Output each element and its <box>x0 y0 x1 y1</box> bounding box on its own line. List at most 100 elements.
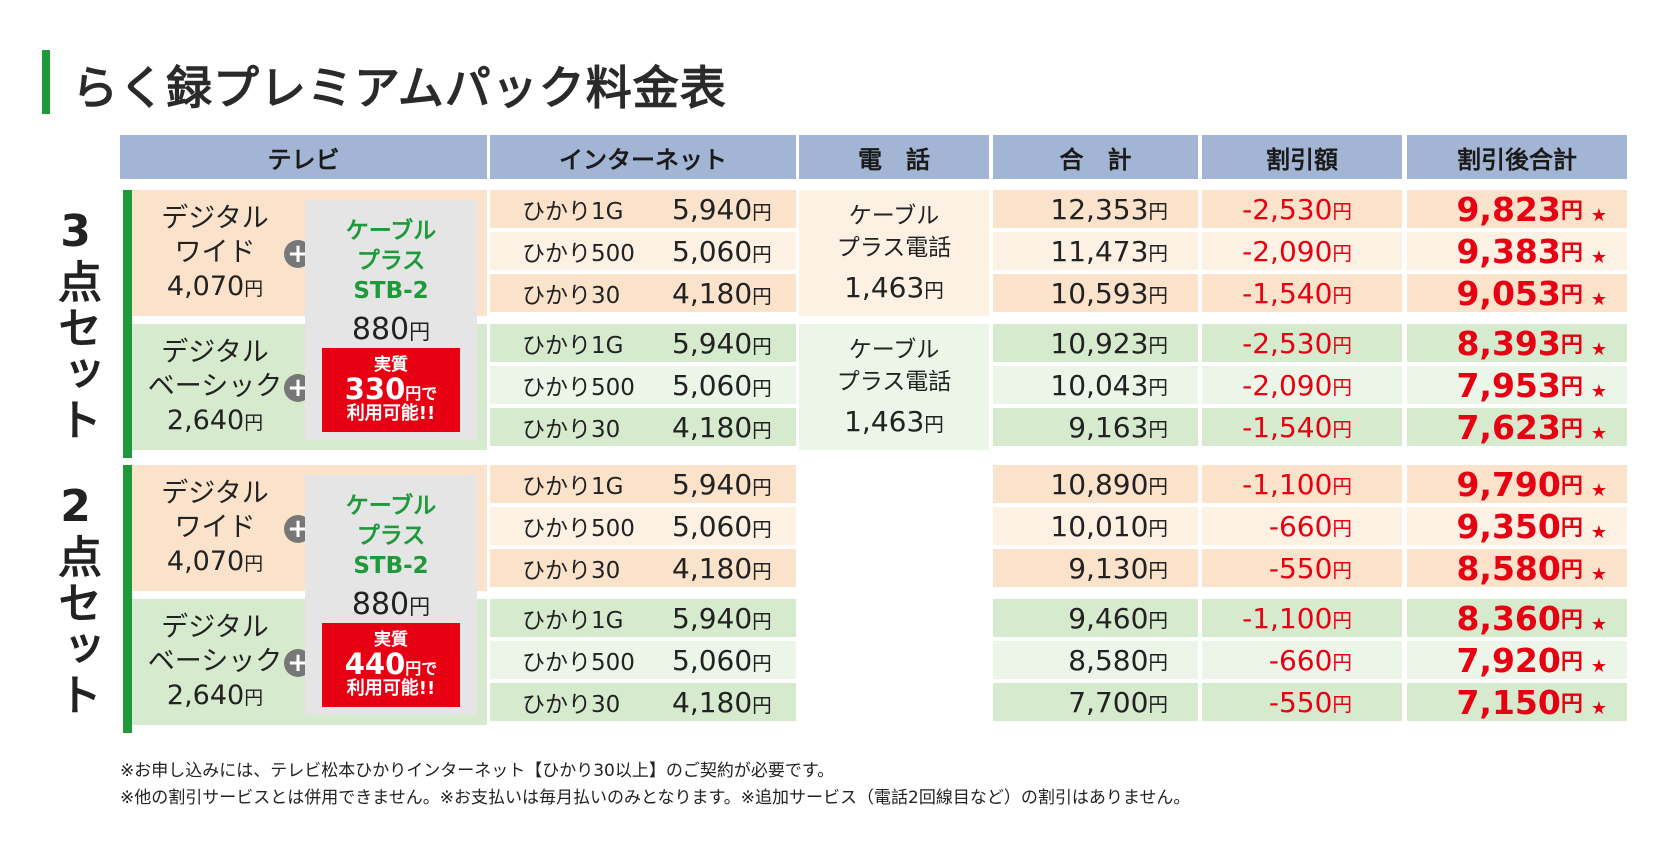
phone-price-value: 1,463 <box>844 404 925 438</box>
final-total-value: 9,350 <box>1456 506 1561 546</box>
yen-unit: 円 <box>1332 692 1352 716</box>
yen-unit: 円 <box>1332 474 1352 498</box>
yen-unit: 円 <box>752 242 772 266</box>
yen-unit: 円 <box>244 412 264 434</box>
total-cell: 10,890 円 <box>993 465 1198 503</box>
yen-unit: 円 <box>752 517 772 541</box>
yen-unit: 円 <box>1560 558 1583 583</box>
internet-price-value: 4,180 <box>672 685 753 719</box>
phone-plan-name-line1: ケーブル <box>848 202 940 229</box>
tv-plan-name-line1: デジタル <box>161 203 269 234</box>
final-total-cell: 8,580 円 ★ <box>1407 549 1627 588</box>
discount-value: -660 <box>1268 643 1333 677</box>
internet-price-value: 4,180 <box>672 551 753 585</box>
internet-plan-name: ひかり1G <box>522 474 624 500</box>
final-total-cell: 7,623 円 ★ <box>1407 408 1627 447</box>
final-total-value: 7,953 <box>1456 365 1561 405</box>
star-icon: ★ <box>1590 697 1607 719</box>
header-discount: 割引額 <box>1202 135 1402 179</box>
total-value: 7,700 <box>1068 685 1149 719</box>
discount-cell: -1,100 円 <box>1202 599 1402 637</box>
tv-plan-name-line1: デジタル <box>161 612 269 643</box>
final-total-value: 7,150 <box>1456 682 1561 722</box>
internet-plan-name: ひかり30 <box>522 692 621 718</box>
tv-plan-name-line1: デジタル <box>161 337 269 368</box>
internet-price-value: 4,180 <box>672 276 753 310</box>
internet-cell: ひかり500 5,060円 <box>490 507 796 545</box>
discount-value: -2,530 <box>1242 326 1333 360</box>
discount-cell: -660 円 <box>1202 507 1402 545</box>
star-icon: ★ <box>1590 204 1607 226</box>
stb-price: 880円 <box>352 312 430 347</box>
final-total-value: 9,053 <box>1456 273 1561 313</box>
group-label: 3点セット <box>50 205 101 443</box>
star-icon: ★ <box>1590 380 1607 402</box>
stb-name: ケーブル プラス STB-2 <box>345 218 437 304</box>
internet-plan-name: ひかり1G <box>522 608 624 634</box>
discount-value: -550 <box>1268 551 1333 585</box>
tv-plan-price: 2,640円 <box>167 404 263 440</box>
header-internet: インターネット <box>490 135 796 179</box>
yen-unit: 円 <box>1148 199 1168 223</box>
yen-unit: 円 <box>1560 283 1583 308</box>
discount-value: -550 <box>1268 685 1333 719</box>
internet-cell: ひかり30 4,180円 <box>490 408 796 446</box>
yen-unit: 円 <box>1148 241 1168 265</box>
internet-plan-price: 5,940円 <box>672 468 772 501</box>
internet-cell: ひかり500 5,060円 <box>490 366 796 404</box>
badge-label: 実質 <box>374 630 408 650</box>
internet-plan-name: ひかり500 <box>522 650 635 676</box>
tv-plan: デジタル ベーシック 2,640円 <box>140 332 290 444</box>
tv-plan-name-line2: ベーシック <box>147 371 283 402</box>
badge-amount-value: 330 <box>344 372 406 406</box>
internet-cell: ひかり500 5,060円 <box>490 641 796 679</box>
yen-unit: 円 <box>752 693 772 717</box>
star-icon: ★ <box>1590 563 1607 585</box>
discount-value: -660 <box>1268 509 1333 543</box>
total-cell: 10,043 円 <box>993 366 1198 404</box>
yen-unit: 円 <box>409 320 431 344</box>
internet-plan-price: 5,940円 <box>672 327 772 360</box>
total-cell: 9,163 円 <box>993 408 1198 446</box>
total-cell: 7,700 円 <box>993 683 1198 721</box>
discount-cell: -1,100 円 <box>1202 465 1402 503</box>
yen-unit: 円 <box>1560 474 1583 499</box>
yen-unit: 円 <box>752 200 772 224</box>
yen-unit: 円 <box>1148 474 1168 498</box>
yen-unit: 円 <box>1332 516 1352 540</box>
yen-unit: 円 <box>1148 417 1168 441</box>
yen-unit: 円 <box>1560 650 1583 675</box>
tv-price-value: 4,070 <box>166 546 245 577</box>
tv-plan-name-line2: ベーシック <box>147 646 283 677</box>
phone-plan-name-line2: プラス電話 <box>836 234 952 261</box>
internet-plan-price: 5,060円 <box>672 235 772 268</box>
internet-plan-price: 4,180円 <box>672 686 772 719</box>
final-total-cell: 8,360 円 ★ <box>1407 599 1627 638</box>
yen-unit: 円 <box>1332 375 1352 399</box>
total-cell: 10,923 円 <box>993 324 1198 362</box>
internet-plan-price: 5,060円 <box>672 644 772 677</box>
final-total-value: 9,823 <box>1456 189 1561 229</box>
internet-plan-name: ひかり500 <box>522 516 635 542</box>
yen-unit: 円 <box>1560 241 1583 266</box>
final-total-value: 7,920 <box>1456 640 1561 680</box>
internet-price-value: 4,180 <box>672 410 753 444</box>
note-line-1: ※お申し込みには、テレビ松本ひかりインターネット【ひかり30以上】のご契約が必要… <box>120 761 835 781</box>
discount-cell: -2,530 円 <box>1202 324 1402 362</box>
internet-price-value: 5,060 <box>672 234 753 268</box>
internet-cell: ひかり1G 5,940円 <box>490 465 796 503</box>
tv-price-value: 2,640 <box>166 680 245 711</box>
phone-price-value: 1,463 <box>844 270 925 304</box>
tv-plan-price: 4,070円 <box>167 545 263 581</box>
yen-unit: 円 <box>244 553 264 575</box>
header-final: 割引後合計 <box>1407 135 1627 179</box>
discount-value: -1,100 <box>1242 601 1333 635</box>
yen-unit: 円 <box>752 284 772 308</box>
yen-unit: 円 <box>1148 650 1168 674</box>
yen-unit: 円 <box>1560 333 1583 358</box>
badge-note: 利用可能!! <box>346 678 436 699</box>
badge-amount: 330円で <box>345 375 438 404</box>
title-accent-bar <box>42 50 50 114</box>
star-icon: ★ <box>1590 613 1607 635</box>
yen-unit: 円 <box>409 595 431 619</box>
